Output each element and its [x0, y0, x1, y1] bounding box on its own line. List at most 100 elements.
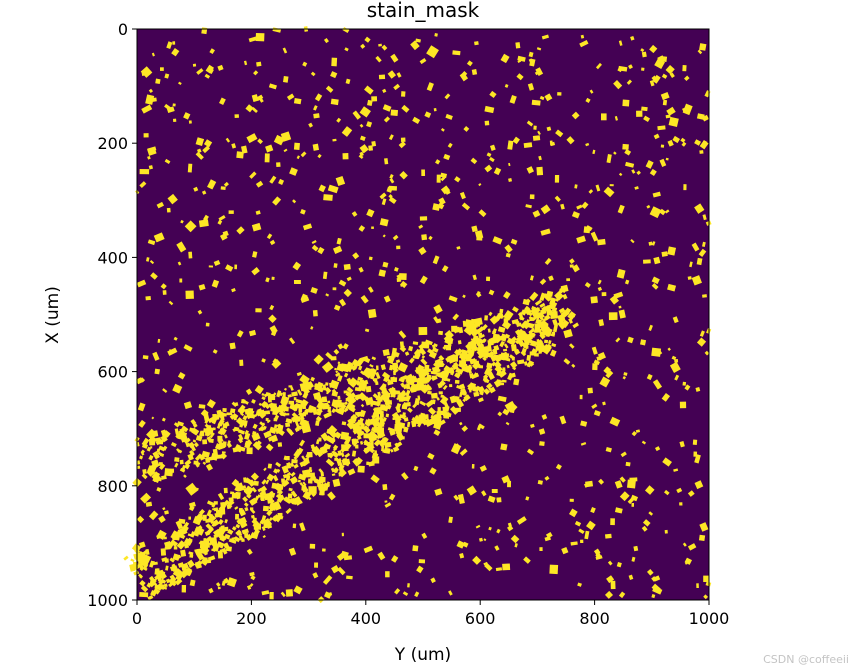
mask-blob: [136, 465, 141, 469]
mask-blob: [523, 142, 533, 148]
mask-blob: [246, 414, 252, 420]
mask-blob: [297, 500, 303, 505]
mask-blob: [252, 251, 258, 258]
mask-blob: [592, 363, 598, 371]
mask-blob: [421, 169, 426, 177]
mask-blob: [641, 440, 647, 445]
mask-blob: [521, 347, 527, 354]
mask-blob: [376, 365, 379, 371]
mask-blob: [614, 115, 619, 121]
mask-blob: [429, 414, 441, 426]
mask-blob: [211, 502, 216, 508]
mask-blob: [319, 490, 325, 496]
mask-blob: [657, 125, 666, 131]
mask-blob: [580, 34, 585, 39]
mask-blob: [293, 279, 301, 285]
mask-blob: [344, 452, 351, 458]
mask-blob: [252, 423, 258, 430]
mask-blob: [198, 508, 206, 516]
mask-blob: [245, 388, 253, 395]
mask-blob: [461, 365, 470, 373]
mask-blob: [703, 575, 709, 582]
mask-blob: [351, 438, 357, 444]
mask-blob: [480, 353, 485, 358]
mask-blob: [367, 430, 379, 441]
mask-blob: [200, 409, 209, 418]
mask-blob: [208, 425, 212, 429]
mask-blob: [221, 451, 226, 454]
mask-blob: [510, 534, 520, 544]
mask-blob: [382, 234, 386, 238]
mask-blob: [194, 453, 203, 461]
mask-blob: [511, 356, 515, 361]
mask-blob: [358, 266, 364, 273]
mask-blob: [474, 322, 478, 328]
mask-blob: [276, 468, 281, 473]
mask-blob: [580, 442, 587, 446]
mask-blob: [672, 135, 681, 144]
mask-blob: [222, 423, 228, 429]
mask-blob: [444, 336, 454, 346]
mask-blob: [559, 415, 567, 425]
mask-blob: [263, 410, 271, 415]
mask-blob: [401, 404, 408, 410]
mask-blob: [699, 150, 704, 154]
mask-blob: [295, 416, 301, 422]
mask-blob: [285, 413, 290, 416]
mask-blob: [145, 94, 155, 105]
mask-blob: [344, 435, 352, 442]
mask-blob: [287, 456, 290, 461]
mask-blob: [164, 468, 174, 477]
mask-blob: [299, 439, 306, 447]
mask-blob: [430, 577, 436, 584]
mask-blob: [217, 550, 224, 559]
mask-blob: [628, 64, 633, 70]
mask-blob: [619, 491, 630, 502]
mask-blob: [242, 496, 249, 503]
mask-blob: [536, 166, 544, 176]
mask-blob: [487, 168, 490, 171]
mask-blob: [403, 417, 409, 422]
mask-blob: [204, 423, 210, 428]
mask-blob: [338, 298, 347, 307]
mask-blob: [375, 371, 381, 380]
mask-blob: [251, 486, 257, 493]
mask-blob: [538, 339, 543, 344]
mask-blob: [237, 437, 244, 444]
mask-blob: [458, 326, 464, 334]
mask-blob: [636, 110, 643, 117]
mask-blob: [687, 276, 692, 280]
mask-blob: [188, 441, 195, 449]
mask-blob: [271, 515, 279, 522]
mask-blob: [694, 203, 705, 214]
mask-blob: [489, 90, 497, 99]
mask-blob: [148, 438, 156, 446]
mask-blob: [497, 395, 507, 403]
mask-blob: [631, 503, 634, 507]
mask-blob: [694, 139, 702, 146]
mask-blob: [401, 395, 407, 401]
mask-blob: [166, 207, 171, 213]
mask-blob: [345, 78, 351, 85]
mask-blob: [273, 424, 278, 429]
mask-blob: [483, 378, 490, 384]
mask-blob: [269, 175, 277, 184]
mask-blob: [158, 579, 164, 586]
mask-blob: [386, 404, 392, 410]
mask-blob: [535, 345, 544, 351]
mask-blob: [500, 382, 505, 386]
mask-blob: [684, 557, 693, 565]
mask-blob: [169, 557, 175, 563]
mask-blob: [679, 502, 683, 506]
mask-blob: [694, 480, 704, 490]
mask-blob: [322, 485, 329, 491]
mask-blob: [323, 442, 329, 448]
mask-blob: [366, 121, 373, 128]
mask-blob: [390, 109, 399, 116]
mask-blob: [393, 266, 399, 272]
mask-blob: [541, 414, 548, 420]
mask-blob: [234, 486, 240, 492]
mask-blob: [526, 166, 534, 174]
mask-blob: [449, 384, 453, 388]
